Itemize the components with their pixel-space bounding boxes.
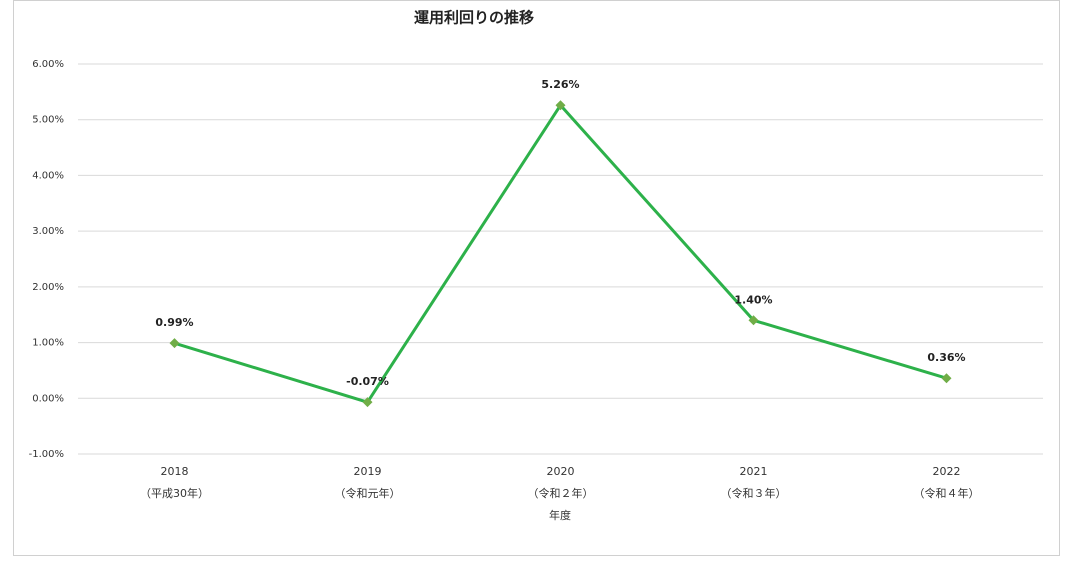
data-label: 5.26% [541, 78, 579, 91]
y-tick-label: -1.00% [29, 449, 64, 460]
x-tick-sublabel: （令和元年） [335, 486, 401, 500]
x-axis-label: 年度 [549, 508, 571, 522]
y-tick-label: 4.00% [32, 170, 64, 181]
y-tick-label: 3.00% [32, 226, 64, 237]
chart-title: 運用利回りの推移 [414, 9, 534, 27]
x-tick-label: 2019 [354, 465, 382, 478]
x-tick-sublabel: （令和４年） [914, 486, 980, 500]
y-tick-label: 5.00% [32, 115, 64, 126]
x-tick-label: 2021 [740, 465, 768, 478]
x-tick-label: 2020 [547, 465, 575, 478]
marker [362, 397, 373, 408]
marker [169, 338, 180, 349]
data-label: 0.36% [927, 351, 965, 364]
marker [748, 315, 759, 326]
y-tick-label: 1.00% [32, 338, 64, 349]
data-label: -0.07% [346, 375, 389, 388]
chart-frame [13, 0, 1060, 556]
x-tick-sublabel: （令和２年） [528, 486, 594, 500]
x-tick-sublabel: （平成30年） [140, 486, 209, 500]
data-label: 1.40% [734, 293, 772, 306]
x-tick-label: 2018 [161, 465, 189, 478]
x-tick-sublabel: （令和３年） [721, 486, 787, 500]
y-tick-label: 2.00% [32, 282, 64, 293]
marker [941, 373, 952, 384]
y-tick-label: 0.00% [32, 393, 64, 404]
x-tick-label: 2022 [933, 465, 961, 478]
data-label: 0.99% [155, 316, 193, 329]
marker [555, 100, 566, 111]
y-tick-label: 6.00% [32, 59, 64, 70]
